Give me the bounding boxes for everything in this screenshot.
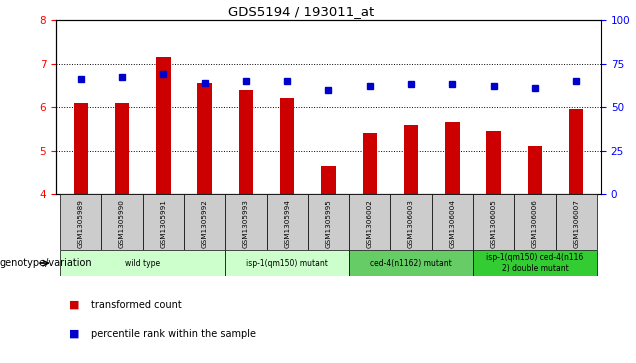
Bar xyxy=(184,194,225,250)
Bar xyxy=(473,194,515,250)
Text: GSM1305989: GSM1305989 xyxy=(78,199,84,248)
Bar xyxy=(308,194,349,250)
Text: GSM1305993: GSM1305993 xyxy=(243,199,249,248)
Text: isp-1(qm150) mutant: isp-1(qm150) mutant xyxy=(246,259,328,268)
Text: ■: ■ xyxy=(69,300,80,310)
Text: percentile rank within the sample: percentile rank within the sample xyxy=(91,329,256,339)
Text: ced-4(n1162) mutant: ced-4(n1162) mutant xyxy=(370,259,452,268)
Bar xyxy=(432,194,473,250)
Text: GSM1305991: GSM1305991 xyxy=(160,199,167,248)
Text: GSM1306004: GSM1306004 xyxy=(450,199,455,248)
Bar xyxy=(225,250,349,276)
Bar xyxy=(60,250,225,276)
Bar xyxy=(266,194,308,250)
Bar xyxy=(321,166,336,194)
Bar xyxy=(197,83,212,194)
Bar xyxy=(156,57,170,194)
Text: ■: ■ xyxy=(69,329,80,339)
Bar xyxy=(280,98,294,194)
Text: GSM1306006: GSM1306006 xyxy=(532,199,538,248)
Text: GSM1305995: GSM1305995 xyxy=(326,199,331,248)
Bar xyxy=(115,103,129,194)
Text: transformed count: transformed count xyxy=(91,300,182,310)
Text: genotype/variation: genotype/variation xyxy=(0,258,93,268)
Bar xyxy=(391,194,432,250)
Text: GDS5194 / 193011_at: GDS5194 / 193011_at xyxy=(228,5,375,18)
Text: GSM1306005: GSM1306005 xyxy=(490,199,497,248)
Bar xyxy=(238,90,253,194)
Text: wild type: wild type xyxy=(125,259,160,268)
Text: GSM1306002: GSM1306002 xyxy=(367,199,373,248)
Text: GSM1306003: GSM1306003 xyxy=(408,199,414,248)
Bar xyxy=(473,250,597,276)
Bar xyxy=(528,146,542,194)
Bar xyxy=(569,109,583,194)
Text: GSM1306007: GSM1306007 xyxy=(573,199,579,248)
Bar xyxy=(363,133,377,194)
Bar xyxy=(142,194,184,250)
Bar xyxy=(74,103,88,194)
Bar xyxy=(225,194,266,250)
Bar xyxy=(487,131,501,194)
Bar xyxy=(60,194,101,250)
Bar xyxy=(556,194,597,250)
Bar xyxy=(445,122,460,194)
Text: GSM1305992: GSM1305992 xyxy=(202,199,207,248)
Bar xyxy=(349,250,473,276)
Bar xyxy=(101,194,142,250)
Bar xyxy=(404,125,418,194)
Bar xyxy=(349,194,391,250)
Bar xyxy=(515,194,556,250)
Text: GSM1305990: GSM1305990 xyxy=(119,199,125,248)
Text: GSM1305994: GSM1305994 xyxy=(284,199,290,248)
Text: isp-1(qm150) ced-4(n116
2) double mutant: isp-1(qm150) ced-4(n116 2) double mutant xyxy=(487,253,584,273)
